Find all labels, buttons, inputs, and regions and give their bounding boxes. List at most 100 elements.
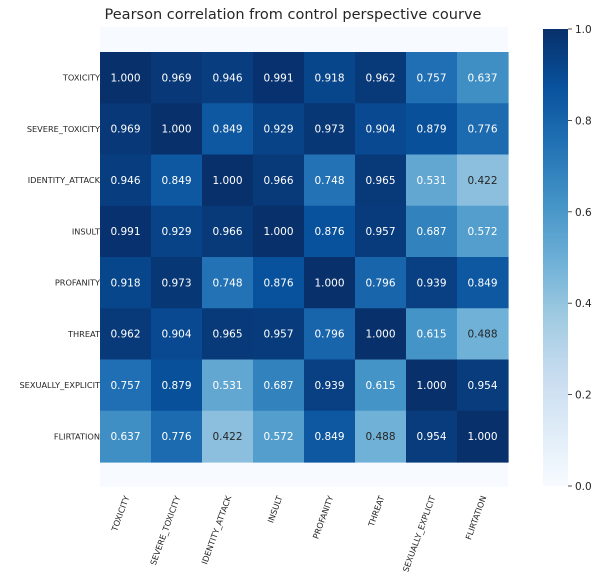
cell-value-label: 0.757: [416, 72, 446, 84]
cell-value-label: 0.966: [263, 175, 293, 187]
cell-value-label: 0.918: [110, 277, 140, 289]
heatmap-cell: [100, 205, 152, 258]
column-tick-label: SEXUALLY_EXPLICIT: [400, 493, 437, 573]
column-tick-label: INSULT: [265, 493, 284, 524]
cell-value-label: 0.572: [263, 431, 293, 443]
cell-value-label: 0.918: [314, 72, 344, 84]
heatmap-cell: [457, 154, 509, 207]
cell-value-label: 0.849: [314, 431, 344, 443]
cell-value-label: 0.687: [263, 380, 293, 392]
heatmap-cell: [406, 257, 458, 309]
cell-value-label: 0.796: [314, 329, 344, 341]
colorbar-tick-label: 0.4: [575, 298, 592, 310]
cell-value-label: 1.000: [467, 431, 497, 443]
cell-value-label: 0.969: [110, 124, 140, 136]
heatmap-cell: [304, 308, 356, 361]
heatmap-cell: [406, 359, 458, 412]
cell-value-label: 0.954: [416, 431, 446, 443]
heatmap-cell: [406, 154, 458, 207]
cell-value-label: 0.849: [467, 277, 497, 289]
cell-value-label: 0.946: [212, 72, 242, 84]
heatmap-cell: [304, 52, 356, 104]
heatmap-cell: [151, 154, 203, 207]
heatmap-cell: [457, 410, 509, 463]
heatmap-cell: [406, 103, 458, 156]
heatmap-cell: [100, 52, 152, 104]
heatmap-cell: [202, 257, 254, 309]
cell-value-label: 0.748: [212, 277, 242, 289]
heatmap-cell: [253, 154, 305, 207]
cell-value-label: 0.904: [161, 329, 191, 341]
heatmap-cell: [457, 205, 509, 258]
heatmap-cells: 1.000 0.969 0.946 0.991 0.918 0.962 0.757 0.637…: [100, 52, 509, 463]
cell-value-label: 0.973: [314, 124, 344, 136]
cell-value-label: 1.000: [416, 380, 446, 392]
cell-value-label: 0.957: [365, 226, 395, 238]
cell-value-label: 1.000: [314, 277, 344, 289]
heatmap-cell: [253, 103, 305, 156]
cell-value-label: 1.000: [365, 329, 395, 341]
cell-value-label: 0.796: [365, 277, 395, 289]
cell-value-label: 0.531: [212, 380, 242, 392]
cell-value-label: 0.879: [161, 380, 191, 392]
cell-value-label: 0.849: [212, 124, 242, 136]
heatmap-cell: [151, 410, 203, 463]
column-tick-label: SEVERE_TOXICITY: [148, 493, 183, 566]
cell-value-label: 0.904: [365, 124, 395, 136]
cell-value-label: 0.776: [467, 124, 497, 136]
cell-value-label: 0.849: [161, 175, 191, 187]
cell-value-label: 0.879: [416, 124, 446, 136]
row-tick-label: SEVERE_TOXICITY: [27, 124, 101, 134]
cell-value-label: 0.939: [416, 277, 446, 289]
heatmap-cell: [355, 154, 407, 207]
cell-value-label: 1.000: [110, 72, 140, 84]
column-tick-label: THREAT: [366, 493, 387, 528]
column-tick-label: TOXICITY: [109, 493, 132, 533]
heatmap-cell: [100, 359, 152, 412]
heatmap-cell: [202, 308, 254, 361]
colorbar-tick-label: 0.6: [575, 207, 592, 219]
heatmap-cell: [304, 154, 356, 207]
colorbar-tick-label: 0.8: [575, 115, 592, 127]
cell-value-label: 1.000: [212, 175, 242, 187]
cell-value-label: 0.966: [212, 226, 242, 238]
heatmap-cell: [304, 205, 356, 258]
heatmap-cell: [457, 52, 509, 104]
colorbar: [543, 29, 568, 486]
row-labels: TOXICITY SEVERE_TOXICITY IDENTITY_ATTACK IN…: [19, 73, 101, 442]
cell-value-label: 0.962: [110, 329, 140, 341]
column-tick-label: PROFANITY: [311, 493, 336, 540]
heatmap-cell: [457, 257, 509, 309]
cell-value-label: 0.954: [467, 380, 497, 392]
heatmap-cell: [151, 205, 203, 258]
chart-title: Pearson correlation from control perspec…: [105, 7, 482, 23]
heatmap-cell: [100, 410, 152, 463]
row-tick-label: INSULT: [72, 226, 101, 236]
heatmap-cell: [304, 359, 356, 412]
heatmap-cell: [304, 410, 356, 463]
cell-value-label: 0.488: [365, 431, 395, 443]
heatmap-cell: [253, 359, 305, 412]
heatmap-cell: [100, 154, 152, 207]
heatmap-cell: [355, 308, 407, 361]
cell-value-label: 0.615: [416, 329, 446, 341]
heatmap-cell: [406, 205, 458, 258]
heatmap-cell: [151, 359, 203, 412]
heatmap-cell: [151, 257, 203, 309]
cell-value-label: 0.962: [365, 72, 395, 84]
row-tick-label: FLIRTATION: [54, 431, 100, 441]
column-labels: TOXICITY SEVERE_TOXICITY IDENTITY_ATTACK IN…: [109, 493, 488, 573]
heatmap-cell: [457, 359, 509, 412]
heatmap-cell: [253, 205, 305, 258]
cell-value-label: 0.422: [212, 431, 242, 443]
cell-value-label: 0.965: [365, 175, 395, 187]
heatmap-cell: [253, 257, 305, 309]
cell-value-label: 0.776: [161, 431, 191, 443]
cell-value-label: 0.572: [467, 226, 497, 238]
heatmap-cell: [355, 359, 407, 412]
cell-value-label: 0.615: [365, 380, 395, 392]
cell-value-label: 0.957: [263, 329, 293, 341]
heatmap-cell: [202, 154, 254, 207]
row-tick-label: THREAT: [67, 329, 101, 339]
heatmap-cell: [253, 410, 305, 463]
